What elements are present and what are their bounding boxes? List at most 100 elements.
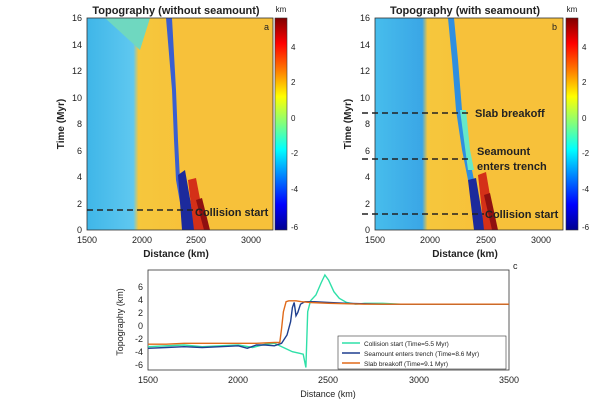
series-line-seamount-enters-trench (147, 301, 509, 350)
panel-b-trench (448, 18, 486, 230)
panel-b-title: Topography (with seamount) (390, 5, 540, 17)
panel-b-ylabel: Time (Myr) (343, 99, 354, 149)
panel-a-label: a (264, 22, 269, 32)
panel-a-colorbar-ticks: 4 2 0 -2 -4 -6 (291, 43, 299, 232)
panel-b-ytick: 10 (360, 93, 370, 103)
panel-b-xtick: 3000 (531, 235, 551, 245)
panel-b-xlabel: Distance (km) (432, 249, 498, 260)
legend-entry-collision: Collision start (Time=5.5 Myr) (364, 341, 449, 348)
panel-b-cbar-tick: 4 (582, 43, 587, 52)
panel-c-series-group (147, 273, 509, 368)
panel-a-ytick: 6 (77, 146, 82, 156)
panel-c-ytick: -2 (135, 334, 143, 344)
panel-b-cbar-tick: 2 (582, 78, 587, 87)
panel-b-colorbar-ticks: 4 2 0 -2 -4 -6 (582, 43, 590, 232)
panel-b-ytick: 8 (365, 119, 370, 129)
legend-entry-slab: Slab breakoff (Time=9.1 Myr) (364, 361, 448, 368)
panel-a-collision-label: Collision start (195, 207, 269, 219)
panel-b-ytick: 16 (360, 13, 370, 23)
panel-a-ytick: 10 (72, 93, 82, 103)
panel-b: Topography (with seamount) b Slab breako… (343, 5, 590, 260)
panel-b-ytick: 14 (360, 40, 370, 50)
panel-c-xtick: 2000 (228, 375, 248, 385)
panel-a-cbar-tick: -6 (291, 223, 299, 232)
panel-b-x-ticks: 1500 2000 2500 3000 (365, 235, 551, 245)
panel-b-ytick: 6 (365, 146, 370, 156)
panel-a-ytick: 12 (72, 66, 82, 76)
panel-c: c 1500 2000 2500 3000 3500 6 4 2 0 -2 -4… (115, 261, 519, 399)
panel-b-seamount-band (460, 110, 474, 170)
panel-a-ylabel: Time (Myr) (56, 99, 67, 149)
panel-a-trench (160, 18, 190, 230)
legend-box (337, 335, 507, 370)
panel-c-xlabel: Distance (km) (300, 389, 356, 399)
panel-a-colorbar-unit: km (276, 5, 287, 14)
panel-b-slab-label: Slab breakoff (475, 108, 545, 120)
panel-a-frame (86, 17, 274, 231)
panel-c-ytick: -4 (135, 347, 143, 357)
panel-b-seamount-label-1: Seamount (477, 146, 531, 158)
panel-c-ytick: 0 (138, 321, 143, 331)
panel-b-ytick: 0 (365, 225, 370, 235)
panel-b-colorbar (565, 17, 579, 231)
panel-a-xtick: 1500 (77, 235, 97, 245)
panel-b-collision-peak (484, 193, 498, 230)
panel-a-y-ticks: 0 2 4 6 8 10 12 14 16 (72, 13, 82, 235)
panel-c-ylabel: Topography (km) (115, 288, 125, 356)
series-line-collision-start (147, 273, 509, 368)
panel-c-ytick: 2 (138, 308, 143, 318)
panel-b-ytick: 12 (360, 66, 370, 76)
panel-a-cbar-tick: 2 (291, 78, 296, 87)
panel-a-ytick: 4 (77, 172, 82, 182)
panel-c-xtick: 3000 (409, 375, 429, 385)
panel-a-cbar-tick: -2 (291, 149, 299, 158)
panel-a-early-zone (87, 18, 160, 50)
panel-b-cbar-tick: -2 (582, 149, 590, 158)
panel-a-title: Topography (without seamount) (92, 5, 260, 17)
panel-a-ytick: 16 (72, 13, 82, 23)
panel-c-xtick: 2500 (318, 375, 338, 385)
panel-a: Topography (without seamount) a Collisio… (56, 5, 299, 260)
panel-b-label: b (552, 22, 557, 32)
panel-a-ytick: 2 (77, 199, 82, 209)
panel-a-collision-peak (196, 198, 210, 230)
panel-b-deep-trench (468, 178, 486, 230)
panel-a-cbar-tick: 4 (291, 43, 296, 52)
panel-a-ytick: 8 (77, 119, 82, 129)
panel-a-cbar-tick: -4 (291, 185, 299, 194)
panel-b-colorbar-unit: km (567, 5, 578, 14)
panel-c-xtick: 3500 (499, 375, 519, 385)
panel-b-cbar-tick: -6 (582, 223, 590, 232)
panel-a-ytick: 0 (77, 225, 82, 235)
panel-b-xtick: 1500 (365, 235, 385, 245)
legend-entry-seamount: Seamount enters trench (Time=8.6 Myr) (364, 351, 479, 358)
panel-a-subducting-plate (87, 18, 190, 230)
panel-a-x-ticks: 1500 2000 2500 3000 (77, 235, 261, 245)
panel-a-xlabel: Distance (km) (143, 249, 209, 260)
panel-b-frame (374, 17, 564, 231)
panel-b-xtick: 2000 (420, 235, 440, 245)
panel-c-label: c (513, 261, 518, 271)
panel-c-ytick: 4 (138, 295, 143, 305)
panel-a-cbar-tick: 0 (291, 114, 296, 123)
panel-b-ytick: 4 (365, 172, 370, 182)
panel-b-collision-label: Collision start (485, 209, 559, 221)
panel-b-subducting-plate (375, 18, 480, 230)
panel-a-xtick: 3000 (241, 235, 261, 245)
panel-c-y-ticks: 6 4 2 0 -2 -4 -6 (135, 282, 143, 370)
panel-b-cbar-tick: 0 (582, 114, 587, 123)
series-line-slab-breakoff (148, 300, 509, 345)
panel-a-xtick: 2500 (186, 235, 206, 245)
panel-c-xtick: 1500 (138, 375, 158, 385)
panel-b-seamount-label-2: enters trench (477, 161, 547, 173)
panel-b-ytick: 2 (365, 199, 370, 209)
panel-a-deep-trench (178, 170, 196, 230)
panel-c-x-ticks: 1500 2000 2500 3000 3500 (138, 375, 519, 385)
panel-c-legend: Collision start (Time=5.5 Myr) Seamount … (337, 335, 507, 370)
panel-a-ytick: 14 (72, 40, 82, 50)
panel-b-y-ticks: 0 2 4 6 8 10 12 14 16 (360, 13, 370, 235)
panel-a-xtick: 2000 (132, 235, 152, 245)
panel-b-xtick: 2500 (476, 235, 496, 245)
panel-b-cbar-tick: -4 (582, 185, 590, 194)
